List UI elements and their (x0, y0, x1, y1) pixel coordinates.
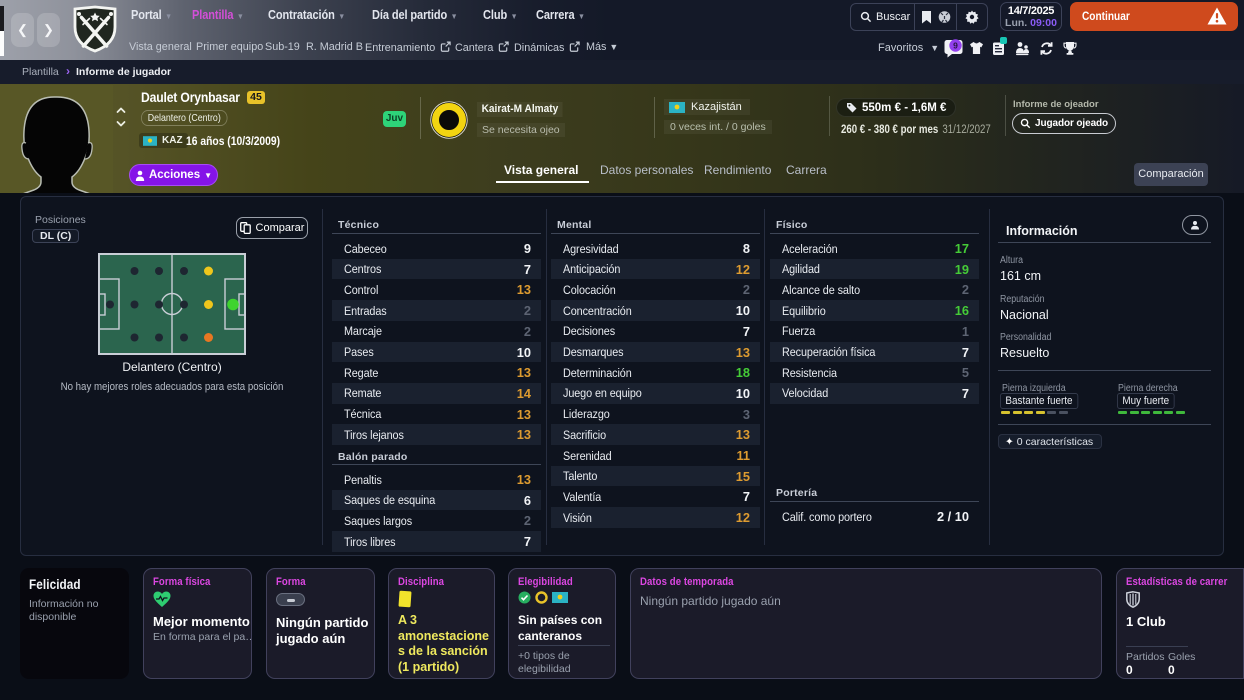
svg-text:9: 9 (953, 41, 958, 51)
